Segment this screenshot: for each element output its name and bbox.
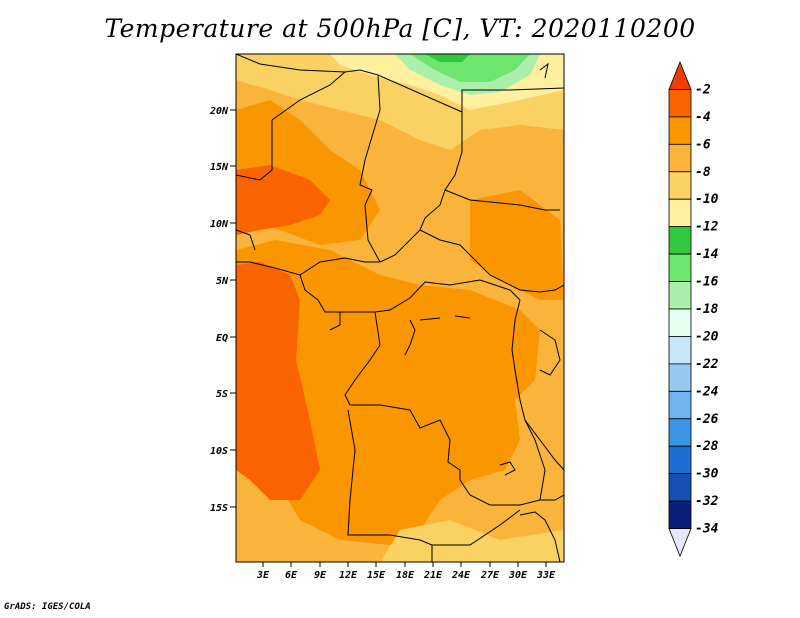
colorbar-label: -20 [695,329,719,344]
lat-label: 10S [210,446,228,457]
field-band-cool-south [380,520,564,562]
border-line [344,311,381,406]
border-line [511,299,564,471]
lat-label: 20N [209,106,229,117]
lon-label: 15E [367,570,386,581]
colorbar-segment [668,143,692,173]
colorbar-label: -32 [695,494,719,509]
colorbar-label: -16 [695,275,719,290]
border-line [350,404,461,480]
border-line [329,312,341,331]
border-line [461,87,564,112]
colorbar-label: -8 [695,165,711,180]
field-band-green-dark [425,54,470,62]
footer-credit: GrADS: IGES/COLA [4,602,91,612]
temperature-field [236,54,564,562]
lat-label: 15N [210,162,229,173]
lat-label: EQ [216,333,228,344]
lon-label: 33E [536,570,556,581]
colorbar-segment [668,473,692,502]
colorbar-segment [668,198,692,228]
border-line [539,329,561,376]
lon-label: 30E [508,570,528,581]
colorbar-segment [668,253,692,282]
border-line [271,71,346,121]
field-band-hot-north [236,165,330,235]
border-line [419,229,564,293]
border-line [299,274,521,313]
colorbar-segment [668,226,692,255]
lon-label: 27E [480,570,500,581]
colorbar-label: -6 [695,137,711,152]
lat-axis: 20N 15N 10N 5N EQ 5S 10S 15S [209,106,236,514]
border-line [236,54,463,276]
colorbar-segment [668,116,692,145]
colorbar-segment [668,363,692,392]
colorbar-label: -12 [695,220,719,235]
colorbar: -2 -4 -6 -8 -10 -12 -14 -16 -18 -20 -22 -24 -26 -28 -3… [668,60,719,558]
border-line [444,189,560,211]
border-line [419,315,471,321]
country-borders [236,54,564,562]
lat-label: 15S [210,503,228,514]
border-line [432,509,521,546]
colorbar-segment [668,308,692,337]
lat-label: 5S [216,389,228,400]
lat-label: 5N [216,276,229,287]
border-line [236,120,273,181]
colorbar-segment [668,89,692,118]
lon-axis: 3E 6E 9E 12E 15E 18E 21E 24E 27E 30E 33E [256,562,556,581]
border-line [359,74,381,263]
colorbar-label: -10 [695,192,719,207]
lon-label: 18E [396,570,415,581]
lon-label: 9E [314,570,327,581]
colorbar-label: -22 [695,357,719,372]
lon-label: 21E [423,570,443,581]
field-band-hot [236,262,320,500]
border-line [459,479,564,506]
chart-title: Temperature at 500hPa [C], VT: 202011020… [104,14,696,43]
colorbar-label: -28 [695,439,719,454]
border-line [519,511,561,562]
colorbar-label: -2 [695,82,711,97]
colorbar-segment [668,500,692,529]
map-frame [235,53,565,563]
colorbar-label: -4 [695,110,711,125]
colorbar-segment [668,418,692,447]
border-line [236,229,256,251]
colorbar-label: -24 [695,384,719,399]
colorbar-label: -34 [695,522,719,537]
lon-label: 6E [285,570,298,581]
colorbar-segment [668,336,692,365]
colorbar-label: -30 [695,467,719,482]
colorbar-segment [668,281,692,310]
border-line [347,409,433,562]
lat-label: 10N [210,219,229,230]
colorbar-segment [668,390,692,420]
colorbar-segment [668,445,692,475]
colorbar-segment [668,60,692,90]
border-line [524,419,546,501]
colorbar-label: -18 [695,302,719,317]
field-band-warm-east [470,190,564,300]
border-line [404,319,416,356]
lon-label: 3E [256,570,270,581]
border-line [499,461,516,476]
colorbar-segment [668,171,692,200]
lon-label: 12E [339,570,358,581]
border-line [539,62,549,79]
lon-label: 24E [451,570,471,581]
colorbar-label: -26 [695,412,719,427]
colorbar-segment [668,528,692,558]
colorbar-label: -14 [695,247,719,262]
